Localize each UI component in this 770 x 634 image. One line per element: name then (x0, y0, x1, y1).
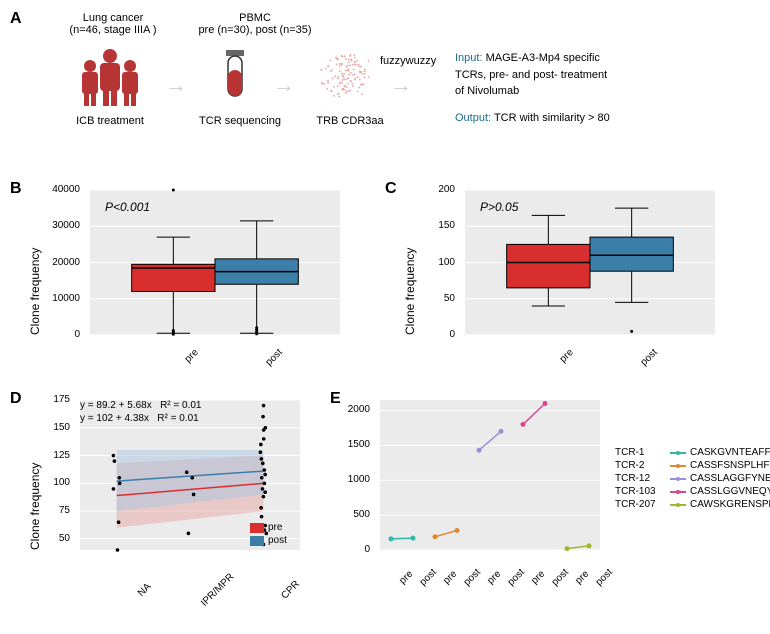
input-block: Input: MAGE-A3-Mp4 specific TCRs, pre- a… (455, 50, 607, 100)
input-text1: MAGE-A3-Mp4 specific (486, 52, 600, 64)
output-block: Output: TCR with similarity > 80 (455, 110, 610, 127)
panel-d-eq2: y = 102 + 4.38x R² = 0.01 (80, 413, 199, 424)
panel-e-plot (375, 395, 605, 560)
top-text2: (n=46, stage IIIA ) (58, 24, 168, 36)
people-icon (75, 48, 145, 108)
input-text2: TCRs, pre- and post- treatment (455, 69, 607, 81)
panel-e-legend: TCR-1CASKGVNTEAFFTCR-2CASSFSNSPLHFTCR-12… (615, 445, 770, 512)
top-text1: Lung cancer (58, 12, 168, 24)
arrow3-icon: → (390, 72, 412, 98)
panel-c-ptext: P>0.05 (480, 200, 518, 214)
panel-c-label: C (385, 180, 397, 198)
tube-icon (220, 48, 250, 108)
panel-a: A Lung cancer (n=46, stage IIIA ) PBMC p… (10, 10, 760, 170)
bottom1: ICB treatment (60, 115, 160, 127)
panel-b: B Clone frequency P<0.001 01000020000300… (10, 180, 385, 375)
arrow1-icon: → (165, 72, 187, 98)
scatter-cluster-icon (310, 48, 380, 108)
panel-d: D Clone frequency y = 89.2 + 5.68x R² = … (10, 390, 330, 610)
top-text4: pre (n=30), post (n=35) (185, 24, 325, 36)
output-label: Output: (455, 112, 491, 124)
panel-c: C Clone frequency P>0.05 050100150200 pr… (385, 180, 760, 375)
legend-post: post (250, 535, 287, 546)
panel-d-legend: pre post (250, 520, 287, 548)
arrow2-icon: → (273, 72, 295, 98)
panel-b-label: B (10, 180, 22, 198)
bottom3: TRB CDR3aa (305, 115, 395, 127)
panel-a-label: A (10, 10, 22, 28)
pbmc-text: PBMC pre (n=30), post (n=35) (185, 12, 325, 36)
panel-e: E 0500100015002000 prepostprepostprepost… (330, 390, 760, 610)
top-text3: PBMC (185, 12, 325, 24)
panel-b-ptext: P<0.001 (105, 200, 150, 214)
output-text: TCR with similarity > 80 (494, 112, 610, 124)
input-text3: of Nivolumab (455, 85, 519, 97)
input-label: Input: (455, 52, 483, 64)
bottom2: TCR sequencing (190, 115, 290, 127)
legend-pre: pre (250, 522, 287, 533)
panel-d-label: D (10, 390, 22, 408)
fuzzy-text: fuzzywuzzy (380, 55, 436, 67)
panel-d-eq1: y = 89.2 + 5.68x R² = 0.01 (80, 400, 201, 411)
lung-cancer-text: Lung cancer (n=46, stage IIIA ) (58, 12, 168, 36)
